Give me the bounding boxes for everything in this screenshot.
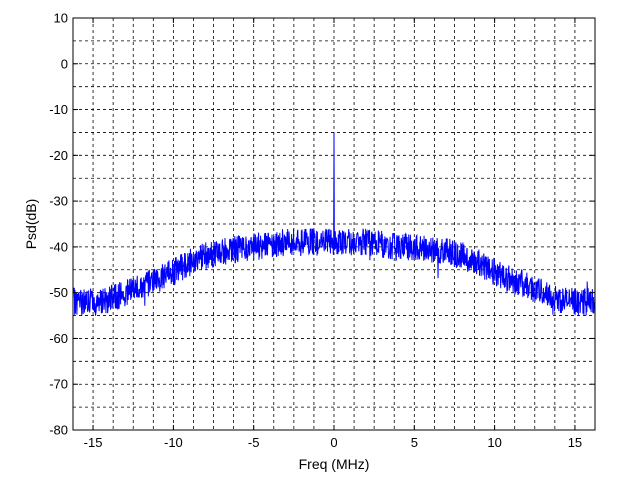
psd-series-line: [72, 132, 596, 316]
y-tick-label: -10: [49, 102, 68, 117]
y-tick-label: 10: [54, 11, 68, 26]
y-tick-label: -20: [49, 148, 68, 163]
y-tick-label: -30: [49, 194, 68, 209]
x-axis-label: Freq (MHz): [299, 456, 370, 472]
y-tick-label: -70: [49, 377, 68, 392]
y-axis-label: Psd(dB): [23, 199, 39, 250]
y-tick-labels: 10 0 -10 -20 -30 -40 -50 -60 -70 -80: [49, 11, 68, 438]
x-tick-labels: -15 -10 -5 0 5 10 15: [84, 435, 582, 450]
grid: [73, 18, 595, 430]
x-tick-label: 15: [568, 435, 582, 450]
x-tick-label: -10: [164, 435, 183, 450]
x-tick-label: 5: [411, 435, 418, 450]
x-tick-label: -5: [248, 435, 260, 450]
y-tick-label: -50: [49, 285, 68, 300]
y-tick-label: -40: [49, 239, 68, 254]
axis-ticks: [73, 17, 595, 431]
x-tick-label: -15: [84, 435, 103, 450]
y-tick-label: -60: [49, 331, 68, 346]
x-tick-label: 10: [487, 435, 501, 450]
y-tick-label: 0: [61, 56, 68, 71]
x-tick-label: 0: [330, 435, 337, 450]
y-tick-label: -80: [49, 423, 68, 438]
